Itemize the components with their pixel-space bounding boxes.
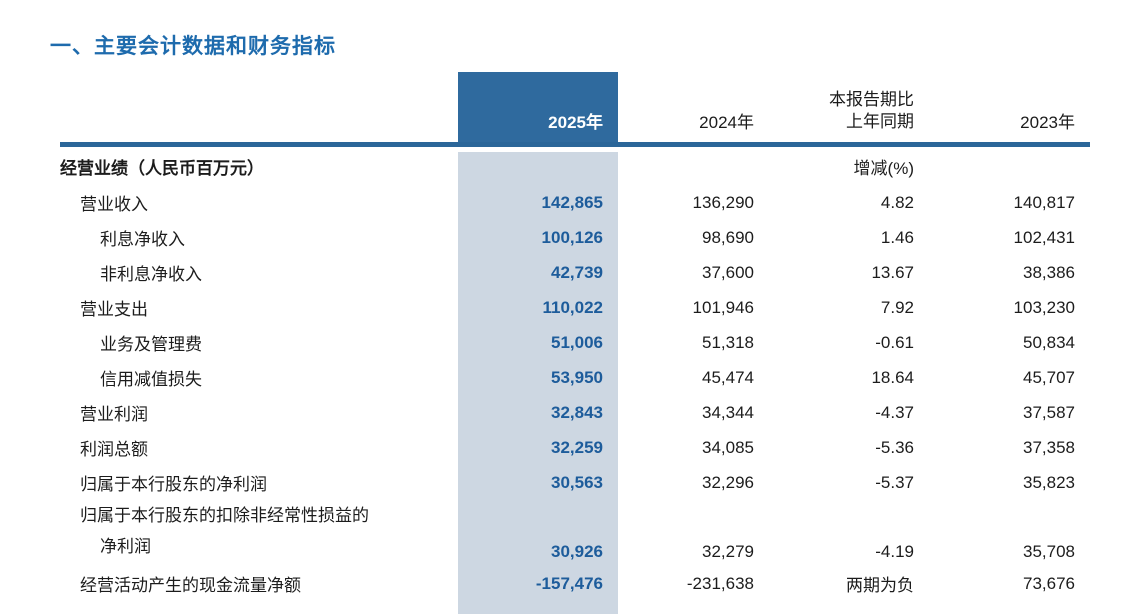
row-value-change: -4.37	[875, 402, 914, 422]
row-value-2025: 110,022	[542, 297, 603, 317]
column-header-change: 本报告期比 上年同期	[760, 89, 920, 142]
row-label: 归属于本行股东的净利润	[80, 475, 267, 494]
row-value-2024: 101,946	[692, 297, 754, 317]
row-value-2024: 34,085	[702, 437, 754, 457]
row-value-2025: 32,843	[551, 402, 603, 422]
row-value-2025: -157,476	[535, 573, 603, 593]
table-row-non-interest-income: 非利息净收入 42,739 37,600 13.67 38,386	[60, 255, 1090, 290]
row-value-2024: 34,344	[702, 402, 754, 422]
section-row-operating-results: 经营业绩（人民币百万元） 增减(%)	[60, 147, 1090, 185]
row-label: 经营活动产生的现金流量净额	[80, 576, 301, 595]
row-value-2025: 30,926	[551, 542, 603, 561]
row-value-change: 两期为负	[846, 576, 914, 595]
table-row-operating-expenses: 营业支出 110,022 101,946 7.92 103,230	[60, 290, 1090, 325]
table-row-net-interest-income: 利息净收入 100,126 98,690 1.46 102,431	[60, 220, 1090, 255]
row-value-2024: 37,600	[702, 262, 754, 282]
row-value-change: 1.46	[880, 227, 914, 247]
section-label: 经营业绩（人民币百万元）	[60, 158, 264, 178]
column-2025-body-highlight	[458, 152, 618, 614]
row-value-change: -5.37	[875, 472, 914, 492]
row-value-2023: 45,707	[1023, 367, 1075, 387]
column-header-change-line2: 上年同期	[846, 112, 914, 131]
column-header-2024: 2024年	[699, 113, 754, 132]
row-value-change: 13.67	[871, 262, 914, 282]
row-value-2023: 140,817	[1013, 192, 1075, 212]
table-row-net-cash-flow-operating: 经营活动产生的现金流量净额 -157,476 -231,638 两期为负 73,…	[60, 566, 1090, 601]
row-value-change: 7.92	[880, 297, 914, 317]
row-value-2023: 35,708	[1023, 542, 1075, 561]
table-row-net-profit-attributable: 归属于本行股东的净利润 30,563 32,296 -5.37 35,823	[60, 465, 1090, 500]
row-value-2023: 50,834	[1023, 332, 1075, 352]
row-label-line1: 归属于本行股东的扣除非经常性损益的	[80, 506, 369, 525]
row-label: 营业利润	[80, 405, 148, 424]
row-label: 非利息净收入	[100, 265, 202, 284]
row-value-2024: 32,296	[702, 472, 754, 492]
row-value-change: -0.61	[875, 332, 914, 352]
table-header-row: 2025年 2024年 本报告期比 上年同期 2023年	[60, 72, 1090, 147]
column-header-2025: 2025年	[548, 113, 603, 132]
row-value-change: -5.36	[875, 437, 914, 457]
row-value-2025: 42,739	[551, 262, 603, 282]
row-value-2025: 51,006	[551, 332, 603, 352]
column-header-2023: 2023年	[1020, 113, 1075, 132]
row-value-2025: 100,126	[541, 227, 603, 247]
row-value-2025: 142,865	[541, 192, 603, 212]
row-value-2024: 136,290	[692, 192, 754, 212]
row-value-2025: 30,563	[551, 472, 603, 492]
section-change-unit: 增减(%)	[853, 158, 914, 178]
row-value-2024: 32,279	[702, 542, 754, 561]
row-label: 信用减值损失	[100, 370, 202, 389]
row-label: 营业收入	[80, 195, 148, 214]
row-value-2024: -231,638	[686, 573, 754, 593]
row-value-2023: 37,358	[1023, 437, 1075, 457]
page-title: 一、主要会计数据和财务指标	[50, 35, 336, 58]
row-value-2025: 32,259	[551, 437, 603, 457]
row-value-change: 18.64	[871, 367, 914, 387]
row-value-2023: 37,587	[1023, 402, 1075, 422]
header-spacer	[60, 133, 458, 142]
financial-indicators-table: 2025年 2024年 本报告期比 上年同期 2023年 经营业绩（人民币百万元…	[60, 72, 1090, 614]
row-label: 利息净收入	[100, 230, 185, 249]
row-value-2024: 51,318	[702, 332, 754, 352]
row-value-change: -4.19	[875, 542, 914, 561]
table-row-total-profit: 利润总额 32,259 34,085 -5.36 37,358	[60, 430, 1090, 465]
row-value-2023: 73,676	[1023, 573, 1075, 593]
column-2025-header-highlight	[458, 72, 618, 147]
row-value-2023: 38,386	[1023, 262, 1075, 282]
table-grid: 2025年 2024年 本报告期比 上年同期 2023年 经营业绩（人民币百万元…	[60, 72, 1090, 601]
row-value-2023: 35,823	[1023, 472, 1075, 492]
row-value-change: 4.82	[880, 192, 914, 212]
row-value-2025: 53,950	[551, 367, 603, 387]
row-value-2023: 103,230	[1013, 297, 1075, 317]
column-header-change-line1: 本报告期比	[829, 90, 914, 109]
row-label: 归属于本行股东的扣除非经常性损益的 净利润	[60, 500, 458, 567]
row-label: 业务及管理费	[100, 335, 202, 354]
row-label: 营业支出	[80, 300, 148, 319]
table-row-net-profit-excl-non-recurring: 归属于本行股东的扣除非经常性损益的 净利润 30,926 32,279 -4.1…	[60, 500, 1090, 566]
row-value-2024: 98,690	[702, 227, 754, 247]
table-row-operating-and-admin-expenses: 业务及管理费 51,006 51,318 -0.61 50,834	[60, 325, 1090, 360]
row-value-2023: 102,431	[1013, 227, 1075, 247]
row-label-line2: 净利润	[100, 537, 151, 556]
row-value-2024: 45,474	[702, 367, 754, 387]
table-row-operating-income: 营业收入 142,865 136,290 4.82 140,817	[60, 185, 1090, 220]
table-row-credit-impairment-losses: 信用减值损失 53,950 45,474 18.64 45,707	[60, 360, 1090, 395]
table-row-operating-profit: 营业利润 32,843 34,344 -4.37 37,587	[60, 395, 1090, 430]
row-label: 利润总额	[80, 440, 148, 459]
